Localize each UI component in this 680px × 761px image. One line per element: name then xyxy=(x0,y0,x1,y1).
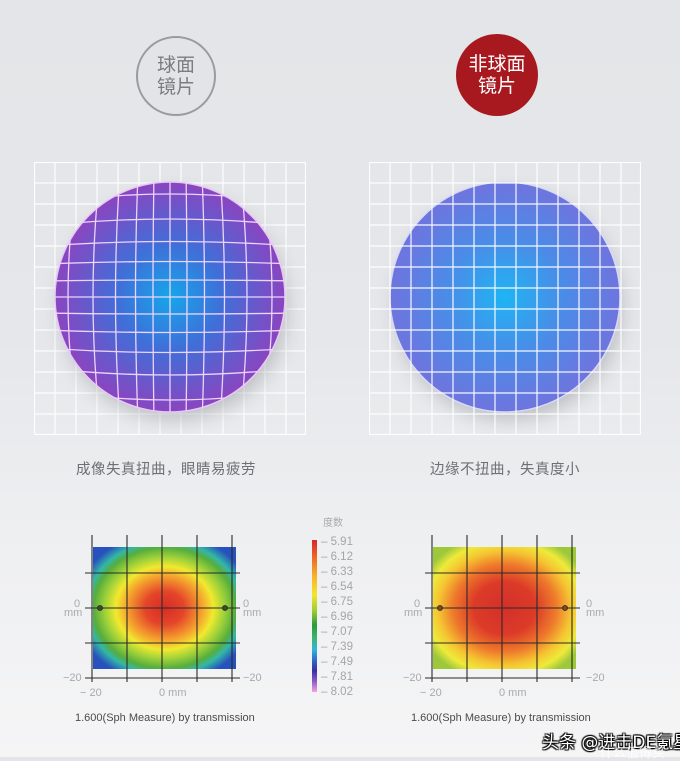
legend-label: – 5.91 xyxy=(321,536,353,548)
aspherical-lens-badge: 非球面 镜片 xyxy=(456,34,538,116)
legend-label: – 6.75 xyxy=(321,596,353,608)
aspherical-lens-illustration xyxy=(369,162,641,435)
y-axis-zero-right: 0 xyxy=(243,598,250,610)
y-axis-unit-left: mm xyxy=(404,607,423,619)
badge-line1: 球面 xyxy=(156,54,195,76)
x-axis-zero: 0 mm xyxy=(159,687,187,699)
legend-label: – 6.54 xyxy=(321,581,353,593)
legend-label: – 7.39 xyxy=(321,641,353,653)
aspherical-power-heatmap xyxy=(420,530,590,690)
legend-label: – 6.33 xyxy=(321,566,353,578)
spherical-power-heatmap xyxy=(80,530,250,690)
legend-label: – 7.49 xyxy=(321,656,353,668)
legend-title: 度数 xyxy=(323,518,343,529)
heatmap-footer: 1.600(Sph Measure) by transmission xyxy=(75,712,255,724)
spherical-lens-illustration xyxy=(34,162,306,435)
badge-line1: 非球面 xyxy=(468,53,526,75)
y-axis-min-right: −20 xyxy=(586,672,605,684)
y-axis-min-left: −20 xyxy=(403,672,422,684)
legend-label: – 8.02 xyxy=(321,686,353,698)
y-axis-zero-right: 0 xyxy=(586,598,593,610)
y-axis-zero-left: 0 xyxy=(74,598,81,610)
legend-label: – 7.07 xyxy=(321,626,353,638)
legend-label: – 6.96 xyxy=(321,611,353,623)
badge-line2: 镜片 xyxy=(477,75,516,97)
heatmap-plot xyxy=(85,535,240,682)
watermark-subtext: 什么值得买 xyxy=(600,746,666,761)
y-axis-unit-right: mm xyxy=(586,607,605,619)
distorted-grid-lens xyxy=(34,162,306,435)
heatmap-plot xyxy=(425,535,580,682)
y-axis-unit-left: mm xyxy=(64,607,83,619)
aspherical-caption: 边缘不扭曲，失真度小 xyxy=(430,462,580,478)
legend-label: – 6.12 xyxy=(321,551,353,563)
spherical-caption: 成像失真扭曲，眼睛易疲劳 xyxy=(76,462,256,478)
y-axis-min-right: −20 xyxy=(243,672,262,684)
regular-grid-lens xyxy=(369,162,641,435)
legend-label: – 7.81 xyxy=(321,671,353,683)
watermark-text: 头条 @进击DE氪星人 xyxy=(542,733,680,753)
x-axis-zero: 0 mm xyxy=(499,687,527,699)
x-axis-min: − 20 xyxy=(420,687,442,699)
y-axis-zero-left: 0 xyxy=(414,598,421,610)
y-axis-min-left: −20 xyxy=(63,672,82,684)
heatmap-footer: 1.600(Sph Measure) by transmission xyxy=(411,712,591,724)
y-axis-unit-right: mm xyxy=(243,607,262,619)
legend-color-scale xyxy=(312,540,317,692)
spherical-lens-badge: 球面 镜片 xyxy=(136,36,216,116)
badge-line2: 镜片 xyxy=(156,76,195,98)
x-axis-min: − 20 xyxy=(80,687,102,699)
